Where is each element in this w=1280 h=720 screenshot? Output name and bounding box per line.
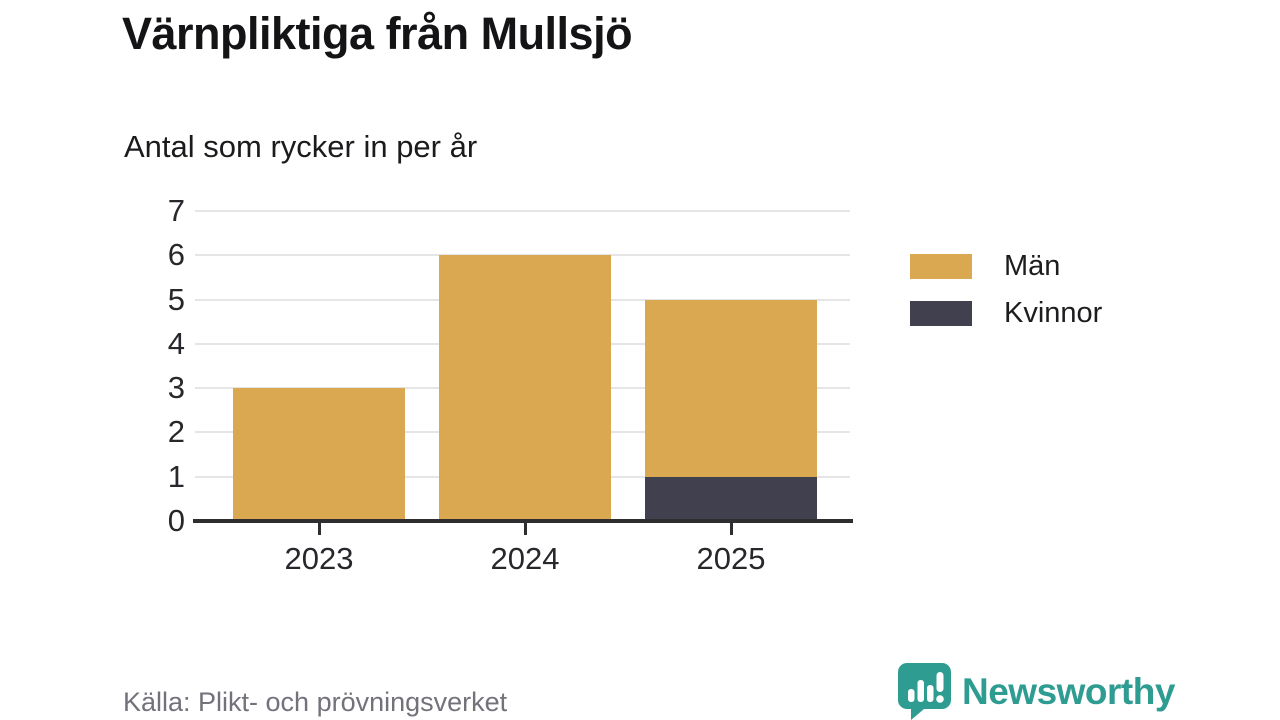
chart-title: Värnpliktiga från Mullsjö bbox=[122, 8, 633, 59]
y-axis-label-0: 0 bbox=[167, 503, 185, 538]
y-axis-label-1: 1 bbox=[167, 458, 185, 494]
x-axis-label-2025: 2025 bbox=[696, 541, 766, 576]
plot-area bbox=[195, 210, 850, 521]
legend-item-män: Män bbox=[910, 243, 1102, 290]
legend-swatch-män bbox=[910, 254, 972, 279]
y-axis-label-5: 5 bbox=[167, 281, 185, 317]
x-tick-2023 bbox=[317, 523, 321, 535]
x-axis-line bbox=[193, 519, 853, 523]
y-axis-label-7: 7 bbox=[167, 193, 185, 228]
y-axis-label-4: 4 bbox=[167, 325, 185, 361]
y-axis-label-3: 3 bbox=[167, 370, 185, 406]
bar-2025-män bbox=[645, 299, 817, 477]
chart-subtitle: Antal som rycker in per år bbox=[124, 129, 478, 164]
x-axis-label-2023: 2023 bbox=[284, 541, 354, 576]
x-tick-2024 bbox=[523, 523, 527, 535]
source-note: Källa: Plikt- och prövningsverket bbox=[123, 687, 508, 717]
bar-chart-speech-bubble-icon bbox=[898, 663, 951, 720]
newsworthy-logo: Newsworthy bbox=[898, 663, 1175, 720]
bar-2024-män bbox=[439, 255, 611, 521]
legend-item-kvinnor: Kvinnor bbox=[910, 290, 1102, 337]
brand-name: Newsworthy bbox=[962, 670, 1175, 712]
x-axis-label-2024: 2024 bbox=[490, 541, 560, 576]
bar-2025-kvinnor bbox=[645, 476, 817, 521]
gridline-y7 bbox=[195, 210, 850, 212]
y-axis-label-6: 6 bbox=[167, 237, 185, 273]
x-tick-2025 bbox=[729, 523, 733, 535]
legend: Män Kvinnor bbox=[910, 243, 1102, 337]
legend-label-kvinnor: Kvinnor bbox=[1004, 297, 1103, 329]
legend-swatch-kvinnor bbox=[910, 301, 972, 326]
legend-label-män: Män bbox=[1004, 250, 1061, 282]
bar-2023-män bbox=[233, 388, 405, 521]
y-axis-label-2: 2 bbox=[167, 414, 185, 450]
